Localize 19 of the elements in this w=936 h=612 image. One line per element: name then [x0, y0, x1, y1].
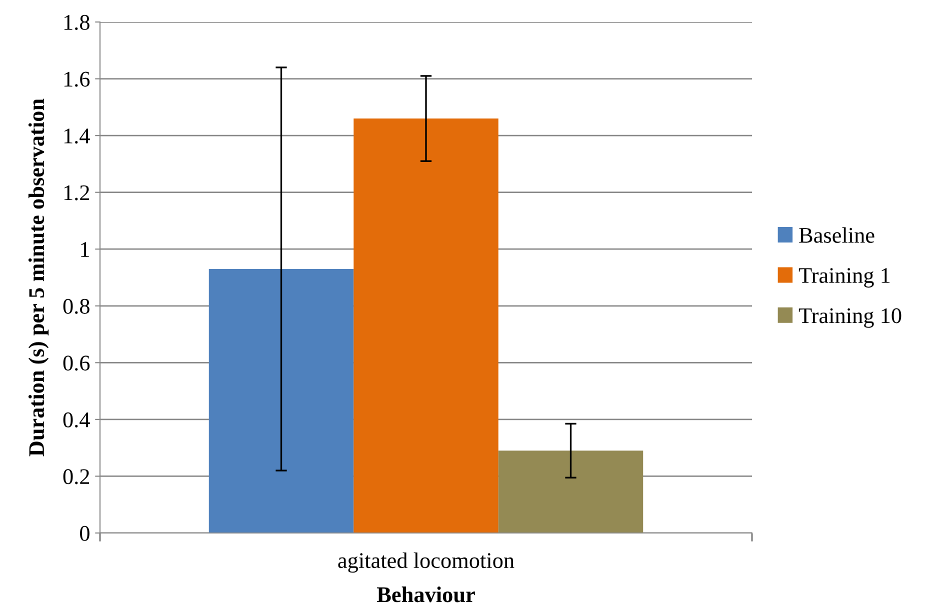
- y-tick-label: 0.4: [63, 412, 90, 428]
- y-axis-title: Duration (s) per 5 minute observation: [28, 98, 49, 456]
- x-tick-label: agitated locomotion: [338, 552, 514, 573]
- y-tick-label: 1.6: [64, 72, 90, 87]
- bar: [208, 268, 354, 533]
- y-tick-label: 1: [81, 242, 89, 257]
- bar: [354, 118, 498, 533]
- y-tick-label: 1.4: [64, 128, 90, 144]
- y-tick-label: 1.8: [64, 14, 90, 30]
- y-tick-label: 0: [80, 526, 90, 541]
- y-tick-label: 1.2: [64, 185, 90, 200]
- bar: [498, 450, 644, 533]
- y-tick-label: 0.6: [63, 356, 90, 371]
- legend-label: Training 10: [798, 308, 902, 328]
- y-tick-label: 0.8: [63, 298, 90, 314]
- x-axis-title: Behaviour: [376, 586, 475, 602]
- legend-label: Baseline: [799, 227, 874, 243]
- legend-label: Training 1: [798, 268, 890, 288]
- y-tick-label: 0.2: [63, 469, 90, 484]
